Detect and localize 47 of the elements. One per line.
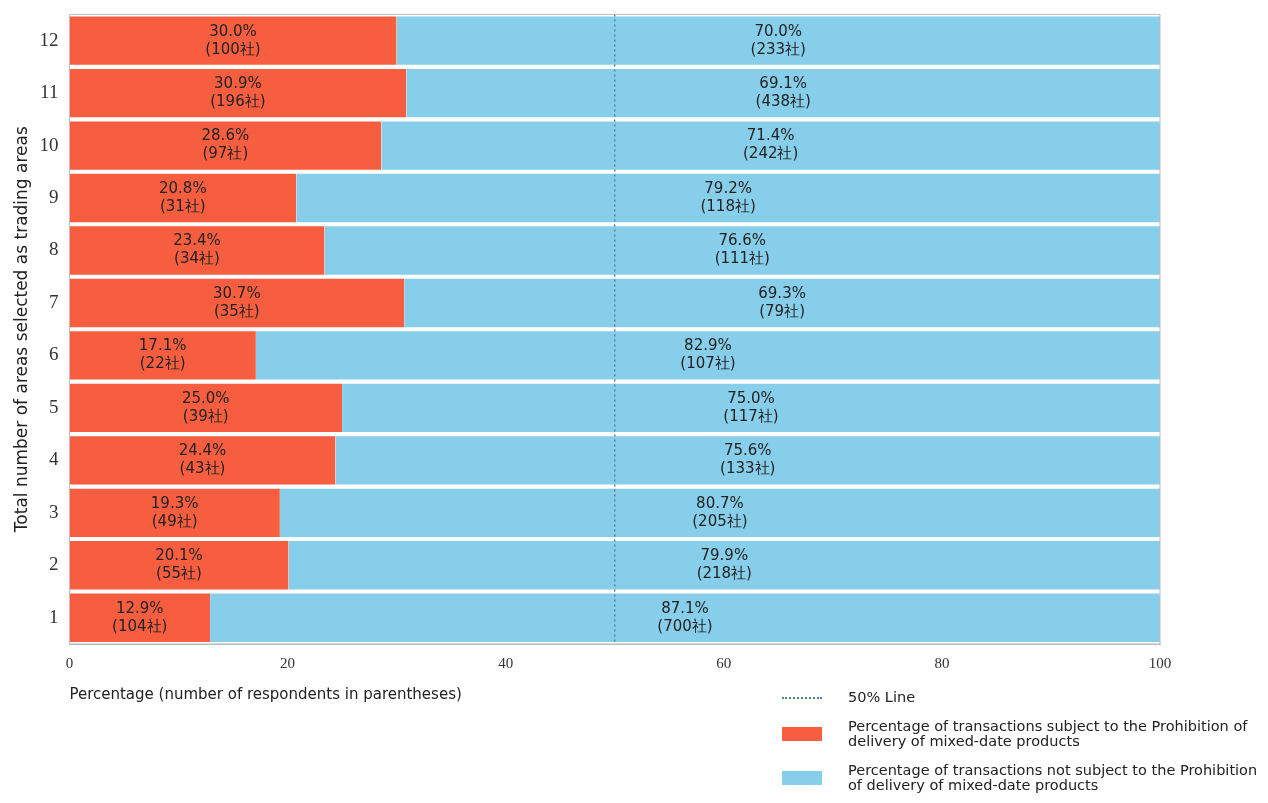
y-tick-label: 2: [48, 553, 59, 575]
data-label: 87.1% (700社): [657, 598, 713, 635]
y-tick-label: 6: [48, 343, 59, 365]
legend-label: Percentage of transactions not subject to the Prohibition of delivery of mixed-date products: [848, 762, 1259, 793]
data-label: 30.7% (35社): [212, 283, 261, 320]
data-label: 82.9% (107社): [680, 336, 736, 373]
y-axis-title: Total number of areas selected as trading areas: [10, 126, 31, 534]
y-tick-label: 10: [39, 133, 59, 155]
data-label: 69.1% (438社): [755, 73, 811, 110]
data-label: 19.3% (49社): [150, 493, 199, 530]
x-tick-label: 80: [934, 654, 950, 671]
data-label: 12.9% (104社): [112, 598, 168, 635]
data-label: 20.8% (31社): [158, 178, 207, 215]
data-label: 17.1% (22社): [138, 336, 187, 373]
legend-label: 50% Line: [848, 689, 917, 705]
data-label: 71.4% (242社): [742, 126, 799, 163]
data-label: 75.6% (133社): [720, 441, 776, 478]
y-tick-label: 9: [48, 186, 59, 208]
data-label: 79.2% (118社): [700, 178, 756, 215]
legend-label: Percentage of transactions subject to the Prohibition of delivery of mixed-date products: [848, 718, 1249, 749]
y-tick-label: 12: [39, 28, 59, 50]
x-tick-label: 40: [498, 654, 514, 671]
data-label: 69.3% (79社): [758, 283, 806, 320]
data-label: 70.0% (233社): [750, 21, 806, 58]
data-label: 79.9% (218社): [696, 546, 752, 583]
y-tick-label: 5: [48, 395, 59, 417]
data-label: 30.0% (100社): [205, 21, 261, 58]
data-label: 30.9% (196社): [210, 73, 266, 110]
data-label: 76.6% (111社): [714, 231, 770, 268]
y-tick-label: 1: [48, 605, 59, 627]
data-label: 28.6% (97社): [201, 126, 250, 163]
y-tick-label: 4: [48, 448, 59, 470]
x-axis-title: Percentage (number of respondents in parentheses): [69, 684, 462, 703]
data-label: 25.0% (39社): [181, 388, 230, 425]
y-tick-label: 3: [48, 500, 59, 522]
x-tick-label: 20: [280, 654, 296, 671]
x-tick-label: 60: [716, 654, 732, 671]
y-tick-label: 11: [40, 81, 59, 103]
data-label: 24.4% (43社): [178, 441, 227, 478]
data-label: 80.7% (205社): [692, 493, 748, 530]
data-label: 75.0% (117社): [723, 388, 779, 425]
x-tick-label: 100: [1148, 654, 1172, 671]
data-label: 23.4% (34社): [173, 231, 221, 268]
y-tick-label: 8: [48, 238, 59, 260]
data-label: 20.1% (55社): [155, 546, 203, 583]
y-tick-label: 7: [48, 290, 59, 312]
x-tick-label: 0: [65, 654, 74, 671]
